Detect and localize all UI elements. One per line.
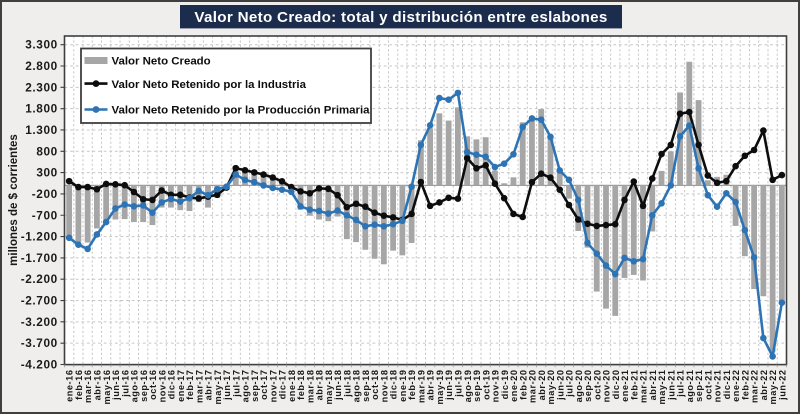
- svg-text:abr-18: abr-18: [315, 370, 325, 401]
- svg-text:mar-21: mar-21: [639, 370, 649, 403]
- svg-text:feb-22: feb-22: [740, 370, 750, 400]
- svg-text:abr-19: abr-19: [426, 370, 436, 401]
- svg-text:abr-20: abr-20: [537, 370, 547, 401]
- svg-text:2.800: 2.800: [25, 59, 58, 73]
- svg-text:oct-21: oct-21: [703, 370, 713, 400]
- svg-text:-700: -700: [32, 208, 58, 222]
- svg-text:2.300: 2.300: [25, 80, 58, 94]
- svg-text:ago-19: ago-19: [463, 370, 473, 403]
- svg-text:dic-16: dic-16: [167, 370, 177, 400]
- svg-text:feb-16: feb-16: [74, 370, 84, 400]
- svg-text:abr-22: abr-22: [759, 370, 769, 401]
- svg-text:mar-18: mar-18: [305, 370, 315, 403]
- svg-text:ene-19: ene-19: [398, 370, 408, 402]
- svg-text:dic-21: dic-21: [722, 370, 732, 400]
- svg-text:oct-18: oct-18: [370, 370, 380, 400]
- svg-text:mar-22: mar-22: [750, 370, 760, 403]
- svg-text:oct-16: oct-16: [148, 370, 158, 400]
- svg-text:-2.700: -2.700: [21, 294, 58, 308]
- svg-text:sep-18: sep-18: [361, 370, 371, 402]
- svg-text:may-18: may-18: [324, 370, 334, 405]
- svg-text:sep-20: sep-20: [583, 370, 593, 402]
- svg-text:-2.200: -2.200: [21, 272, 58, 286]
- svg-text:dic-17: dic-17: [278, 370, 288, 400]
- svg-text:800: 800: [36, 144, 57, 158]
- svg-text:Valor Neto Retenido por la Pro: Valor Neto Retenido por la Producción Pr…: [112, 105, 371, 117]
- svg-text:sep-16: sep-16: [139, 370, 149, 402]
- svg-text:nov-16: nov-16: [157, 370, 167, 403]
- svg-text:abr-17: abr-17: [204, 370, 214, 401]
- svg-text:ene-20: ene-20: [509, 370, 519, 402]
- svg-text:nov-19: nov-19: [491, 370, 501, 403]
- svg-text:mar-16: mar-16: [83, 370, 93, 403]
- svg-text:mar-20: mar-20: [528, 370, 538, 403]
- svg-text:-200: -200: [32, 187, 58, 201]
- svg-text:ene-17: ene-17: [176, 370, 186, 402]
- svg-text:may-21: may-21: [657, 370, 667, 405]
- svg-text:1.800: 1.800: [25, 102, 58, 116]
- svg-text:1.300: 1.300: [25, 123, 58, 137]
- svg-text:-4.200: -4.200: [21, 357, 58, 371]
- svg-text:jun-19: jun-19: [444, 370, 454, 401]
- svg-text:mar-17: mar-17: [194, 370, 204, 403]
- svg-text:mar-19: mar-19: [416, 370, 426, 403]
- svg-text:may-17: may-17: [213, 370, 223, 405]
- svg-text:ago-16: ago-16: [130, 370, 140, 403]
- svg-text:feb-18: feb-18: [296, 370, 306, 400]
- svg-text:nov-17: nov-17: [268, 370, 278, 403]
- svg-text:dic-19: dic-19: [500, 370, 510, 400]
- svg-text:may-20: may-20: [546, 370, 556, 405]
- svg-text:abr-16: abr-16: [93, 370, 103, 401]
- svg-text:may-19: may-19: [435, 370, 445, 405]
- svg-text:Valor Neto Creado: Valor Neto Creado: [112, 56, 211, 68]
- svg-text:jun-16: jun-16: [111, 370, 121, 401]
- svg-text:-3.200: -3.200: [21, 315, 58, 329]
- svg-text:feb-19: feb-19: [407, 370, 417, 400]
- svg-text:nov-20: nov-20: [602, 370, 612, 403]
- svg-text:300: 300: [36, 166, 57, 180]
- svg-text:millones de $ corrientes: millones de $ corrientes: [8, 134, 20, 266]
- svg-text:ago-20: ago-20: [574, 370, 584, 403]
- svg-text:jun-22: jun-22: [777, 370, 787, 401]
- svg-text:ene-22: ene-22: [731, 370, 741, 402]
- svg-text:feb-21: feb-21: [629, 370, 639, 400]
- svg-text:sep-21: sep-21: [694, 370, 704, 402]
- svg-text:oct-17: oct-17: [259, 370, 269, 400]
- svg-text:jul-18: jul-18: [342, 370, 352, 398]
- svg-text:dic-18: dic-18: [389, 370, 399, 400]
- svg-text:ene-16: ene-16: [65, 370, 75, 402]
- svg-text:ago-17: ago-17: [241, 370, 251, 403]
- svg-text:nov-18: nov-18: [379, 370, 389, 403]
- svg-text:feb-17: feb-17: [185, 370, 195, 400]
- svg-text:ene-21: ene-21: [620, 370, 630, 402]
- svg-text:jul-20: jul-20: [565, 370, 575, 398]
- svg-text:sep-19: sep-19: [472, 370, 482, 402]
- svg-text:feb-20: feb-20: [518, 370, 528, 400]
- svg-text:jun-17: jun-17: [222, 370, 232, 401]
- svg-text:jul-21: jul-21: [676, 370, 686, 398]
- svg-text:ago-18: ago-18: [352, 370, 362, 403]
- svg-text:jun-20: jun-20: [555, 370, 565, 401]
- svg-text:may-22: may-22: [768, 370, 778, 405]
- svg-text:Valor Neto Creado: total y dis: Valor Neto Creado: total y distribución …: [194, 9, 607, 26]
- svg-text:jul-17: jul-17: [231, 370, 241, 398]
- svg-text:nov-21: nov-21: [713, 370, 723, 403]
- svg-text:jul-19: jul-19: [454, 370, 464, 398]
- svg-text:dic-20: dic-20: [611, 370, 621, 400]
- svg-text:ago-21: ago-21: [685, 370, 695, 403]
- svg-text:-1.200: -1.200: [21, 230, 58, 244]
- svg-text:Valor Neto Retenido por la Ind: Valor Neto Retenido por la Industria: [112, 79, 307, 91]
- svg-text:-1.700: -1.700: [21, 251, 58, 265]
- svg-text:-3.700: -3.700: [21, 336, 58, 350]
- svg-text:jun-21: jun-21: [666, 370, 676, 401]
- svg-text:ene-18: ene-18: [287, 370, 297, 402]
- svg-text:jun-18: jun-18: [333, 370, 343, 401]
- svg-text:jul-16: jul-16: [120, 370, 130, 398]
- svg-text:may-16: may-16: [102, 370, 112, 405]
- svg-text:sep-17: sep-17: [250, 370, 260, 402]
- svg-text:abr-21: abr-21: [648, 370, 658, 401]
- svg-text:3.300: 3.300: [25, 38, 58, 52]
- svg-text:oct-19: oct-19: [481, 370, 491, 400]
- svg-text:oct-20: oct-20: [592, 370, 602, 400]
